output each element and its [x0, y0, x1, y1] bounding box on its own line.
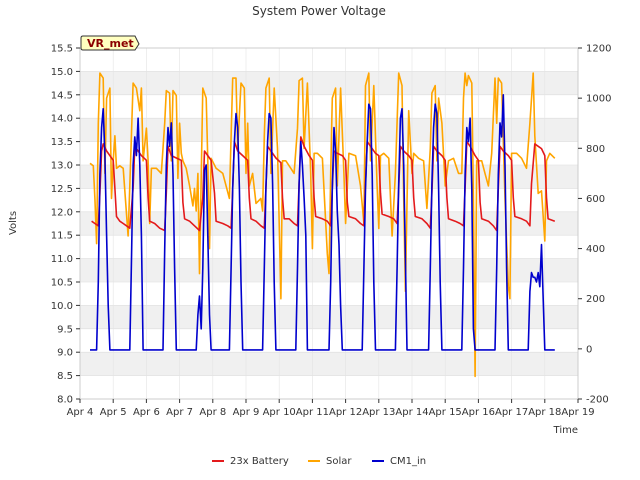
x-tick-label: Apr 6 — [133, 407, 160, 418]
right-tick-label: 1000 — [586, 94, 611, 105]
x-tick-label: Apr 11 — [296, 407, 329, 418]
right-tick-label: 0 — [586, 344, 592, 355]
x-tick-label: Apr 4 — [67, 407, 94, 418]
x-tick-label: Apr 5 — [100, 407, 127, 418]
band — [80, 71, 578, 95]
x-tick-label: Apr 8 — [199, 407, 226, 418]
right-tick-label: 1200 — [586, 44, 611, 55]
left-tick-label: 15.0 — [51, 67, 73, 78]
x-tick-label: Apr 14 — [395, 407, 428, 418]
legend: 23x Battery Solar CM1_in — [212, 456, 426, 467]
band — [80, 352, 578, 376]
right-tick-label: -200 — [586, 395, 609, 406]
left-tick-label: 15.5 — [51, 44, 73, 55]
x-axis: Apr 4 Apr 5 Apr 6 Apr 7 Apr 8 Apr 9 Apr 10 Apr … — [67, 399, 595, 418]
left-tick-label: 13.5 — [51, 137, 73, 148]
series-layer — [89, 72, 556, 378]
right-tick-label: 600 — [586, 194, 605, 205]
band — [80, 305, 578, 329]
site-label-badge — [80, 35, 140, 51]
left-tick-label: 9.5 — [57, 324, 73, 335]
chart-title: System Power Voltage — [252, 4, 386, 18]
left-tick-label: 13.0 — [51, 161, 73, 172]
plot-frame — [79, 47, 579, 400]
left-y-axis: 8.0 8.5 9.0 9.5 10.0 10.5 11.0 11.5 12.0 12.5 13.0… — [51, 44, 80, 406]
left-tick-label: 11.5 — [51, 231, 73, 242]
right-tick-label: 200 — [586, 294, 605, 305]
background-bands — [80, 71, 578, 400]
right-tick-label: 400 — [586, 244, 605, 255]
x-tick-label: Apr 10 — [263, 407, 296, 418]
x-tick-label: Apr 18 — [528, 407, 561, 418]
left-tick-label: 14.5 — [51, 90, 73, 101]
x-tick-label: Apr 17 — [495, 407, 528, 418]
left-tick-label: 12.5 — [51, 184, 73, 195]
x-tick-label: Apr 19 — [561, 407, 594, 418]
y-axis-title: Volts — [8, 211, 19, 235]
left-tick-label: 10.0 — [51, 301, 73, 312]
x-tick-label: Apr 16 — [462, 407, 495, 418]
x-tick-label: Apr 12 — [329, 407, 362, 418]
legend-label: Solar — [326, 456, 352, 467]
left-tick-label: 10.5 — [51, 278, 73, 289]
legend-label: 23x Battery — [230, 456, 289, 467]
right-y-axis: -200 0 200 400 600 800 1000 1200 — [578, 44, 611, 406]
left-tick-label: 12.0 — [51, 207, 73, 218]
series-line-cm1-in — [90, 94, 555, 351]
x-tick-label: Apr 9 — [233, 407, 260, 418]
right-tick-label: 800 — [586, 144, 605, 155]
left-tick-label: 9.0 — [57, 348, 73, 359]
legend-label: CM1_in — [390, 456, 426, 467]
series-line-23x-battery — [91, 136, 556, 232]
site-label: VR_met — [87, 37, 134, 50]
x-tick-label: Apr 7 — [166, 407, 193, 418]
series-line-solar — [89, 72, 556, 378]
left-tick-label: 14.0 — [51, 114, 73, 125]
x-axis-title: Time — [553, 425, 578, 436]
site-label-box: VR_met — [80, 35, 140, 51]
x-tick-label: Apr 13 — [362, 407, 395, 418]
left-tick-label: 8.5 — [57, 371, 73, 382]
x-tick-label: Apr 15 — [429, 407, 462, 418]
left-tick-label: 8.0 — [57, 395, 73, 406]
band — [80, 118, 578, 142]
left-tick-label: 11.0 — [51, 254, 73, 265]
